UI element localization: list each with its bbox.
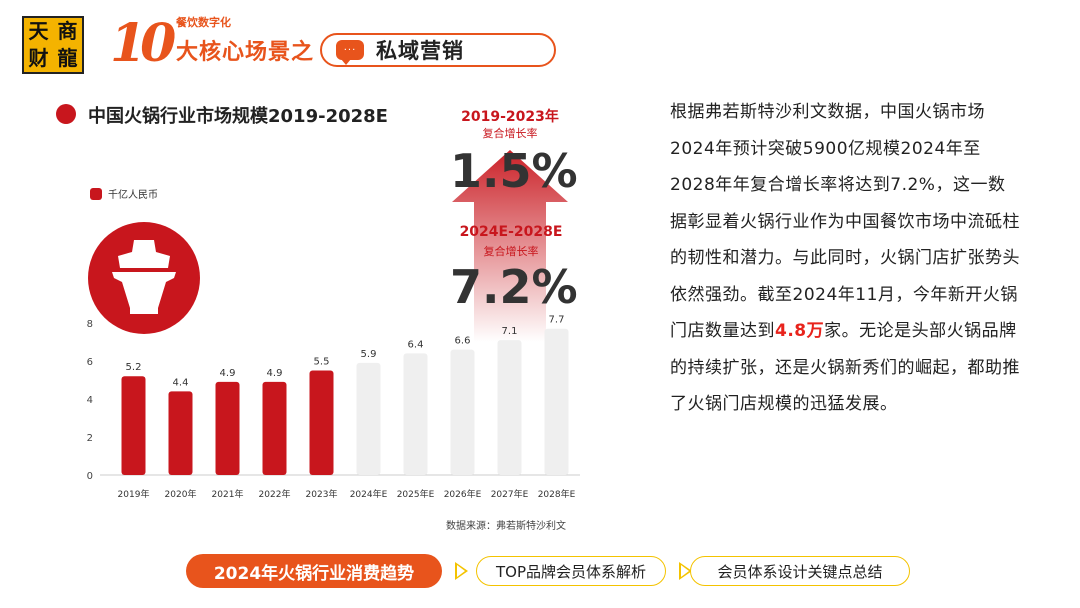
bar-value-label: 4.9 [267, 368, 283, 379]
bar [497, 340, 522, 475]
series-title: 大核心场景之 [176, 40, 315, 65]
cagr-historical-label: 2019-2023年 [461, 109, 559, 125]
legend-swatch [90, 187, 102, 200]
nav-tab-key-points[interactable]: 会员体系设计关键点总结 [690, 556, 910, 586]
bar [356, 362, 381, 475]
chart-panel: 0 2 4 6 8 5.2 2019年 4.4 2020年 4.9 2021年 4.9 2022年 5.5… [40, 92, 586, 538]
bar-value-label: 6.4 [408, 339, 424, 350]
y-tick-label: 4 [87, 395, 93, 406]
bar [215, 381, 240, 475]
logo-char: 天 [28, 19, 49, 43]
brand-logo: 天 商 财 龍 [22, 16, 84, 74]
logo-char: 财 [28, 46, 49, 70]
y-tick-label: 0 [87, 471, 93, 482]
bar-value-label: 4.9 [220, 368, 236, 379]
logo-char: 龍 [57, 46, 78, 70]
cagr-historical-sub: 复合增长率 [482, 127, 538, 140]
data-source: 数据来源：弗若斯特沙利文 [446, 521, 566, 532]
x-tick-label: 2028年E [538, 488, 576, 500]
bar-value-label: 7.7 [549, 315, 565, 326]
bar-value-label: 5.2 [126, 362, 142, 373]
highlight-number: 4.8万 [775, 321, 825, 341]
bar [544, 328, 569, 475]
x-tick-label: 2026年E [444, 488, 482, 500]
chart-legend: 千亿人民币 [90, 186, 158, 201]
bar [450, 349, 475, 475]
x-tick-label: 2025年E [397, 488, 435, 500]
source-logo-icon [56, 104, 76, 124]
bar-value-label: 5.9 [361, 349, 377, 360]
logo-char: 商 [57, 19, 78, 43]
bar [168, 391, 193, 475]
nav-arrow-icon [455, 562, 468, 580]
y-tick-label: 8 [87, 319, 93, 330]
x-tick-label: 2019年 [118, 488, 150, 500]
topic-title: 私域营销 [376, 39, 464, 63]
nav-arrow-icon [679, 562, 692, 580]
bar [309, 370, 334, 475]
bar-value-label: 5.5 [314, 357, 330, 368]
x-tick-label: 2022年 [259, 488, 291, 500]
cagr-forecast-label: 2024E-2028E [459, 224, 563, 240]
nav-tab-top-brands[interactable]: TOP品牌会员体系解析 [476, 556, 666, 586]
x-tick-label: 2023年 [306, 488, 338, 500]
y-tick-label: 2 [87, 433, 93, 444]
x-tick-label: 2024年E [350, 488, 388, 500]
body-text-part1: 根据弗若斯特沙利文数据，中国火锅市场2024年预计突破5900亿规模2024年至… [670, 102, 1020, 341]
series-subtitle: 餐饮数字化 [176, 16, 231, 29]
hotpot-icon [88, 222, 200, 334]
growth-arrow-icon [452, 150, 568, 342]
chart-title: 中国火锅行业市场规模2019-2028E [88, 106, 388, 127]
cagr-forecast-sub: 复合增长率 [483, 245, 539, 258]
bar-chart: 0 2 4 6 8 5.2 2019年 4.4 2020年 4.9 2021年 4.9 2022年 5.5… [87, 150, 580, 500]
chat-bubble-icon: ··· [336, 40, 364, 65]
bar-value-label: 6.6 [455, 336, 471, 347]
bar [403, 353, 428, 475]
bar-value-label: 7.1 [502, 326, 518, 337]
body-text-part2: 家。无论是头部火锅品牌的持续扩张，还是火锅新秀们的崛起，都助推了火锅门店规模的迅… [670, 321, 1020, 414]
cagr-historical-value: 1.5% [450, 144, 578, 198]
legend-label: 千亿人民币 [108, 190, 158, 201]
series-number: 10 [110, 13, 176, 74]
x-tick-label: 2027年E [491, 488, 529, 500]
y-tick-label: 6 [87, 357, 93, 368]
x-tick-label: 2021年 [212, 488, 244, 500]
topic-pill: ··· 私域营销 [320, 33, 556, 67]
body-paragraph: 根据弗若斯特沙利文数据，中国火锅市场2024年预计突破5900亿规模2024年至… [670, 94, 1020, 423]
x-tick-label: 2020年 [165, 488, 197, 500]
bar-value-label: 4.4 [173, 377, 189, 388]
cagr-forecast-value: 7.2% [450, 260, 578, 314]
bar [121, 376, 146, 475]
bar [262, 381, 287, 475]
nav-tab-consumption-trends[interactable]: 2024年火锅行业消费趋势 [186, 554, 442, 588]
